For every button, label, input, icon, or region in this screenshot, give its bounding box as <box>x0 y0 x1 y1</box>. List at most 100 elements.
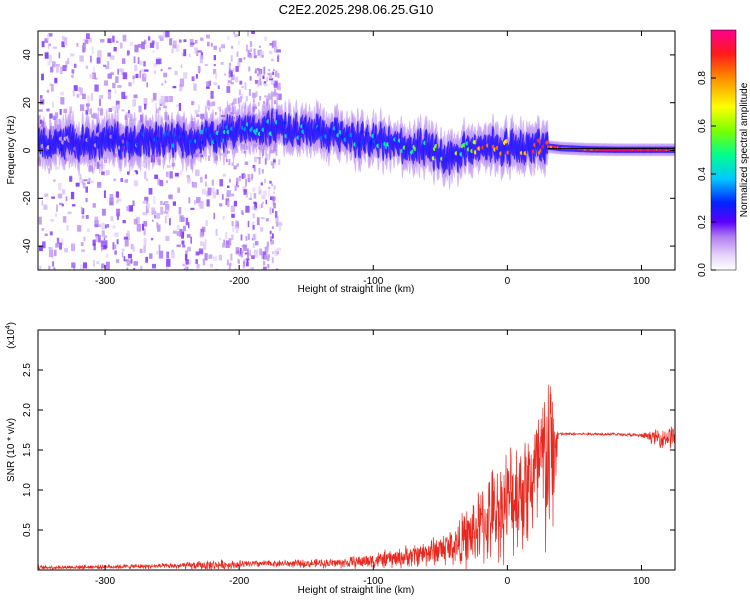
noise-speckle <box>154 174 159 179</box>
noise-speckle <box>219 179 224 187</box>
noise-speckle <box>123 95 128 99</box>
noise-speckle <box>270 161 273 166</box>
noise-speckle <box>62 216 67 223</box>
x-tick-label: -200 <box>229 576 249 587</box>
noise-speckle <box>112 35 115 43</box>
noise-speckle <box>190 158 193 166</box>
noise-speckle <box>157 224 161 232</box>
noise-speckle <box>195 259 198 264</box>
noise-speckle <box>165 171 169 177</box>
noise-speckle <box>187 246 191 252</box>
noise-speckle <box>48 54 52 63</box>
noise-speckle <box>87 181 91 184</box>
noise-speckle <box>170 119 174 123</box>
noise-speckle <box>116 196 119 202</box>
noise-speckle <box>98 235 101 243</box>
noise-speckle <box>41 228 45 231</box>
noise-speckle <box>219 203 223 207</box>
noise-speckle <box>158 244 161 253</box>
noise-speckle <box>136 223 142 232</box>
noise-speckle <box>213 45 217 50</box>
noise-speckle <box>263 81 267 85</box>
noise-speckle <box>230 103 235 106</box>
noise-speckle <box>158 250 164 259</box>
noise-speckle <box>236 148 239 154</box>
noise-speckle <box>234 185 237 191</box>
noise-speckle <box>41 73 44 81</box>
noise-speckle <box>107 91 111 100</box>
noise-speckle <box>242 244 248 251</box>
noise-speckle <box>85 186 88 193</box>
noise-speckle <box>235 221 239 229</box>
noise-speckle <box>228 158 231 166</box>
noise-speckle <box>74 63 77 68</box>
spectrogram-x-ticks: -300 -200 -100 0 100 <box>95 31 650 287</box>
noise-speckle <box>213 55 216 61</box>
noise-speckle <box>193 200 196 205</box>
noise-speckle <box>126 112 131 118</box>
noise-speckle <box>112 153 117 158</box>
noise-speckle <box>231 162 234 166</box>
noise-speckle <box>159 180 164 187</box>
noise-speckle <box>254 105 257 109</box>
noise-speckle <box>121 58 126 64</box>
noise-speckle <box>237 184 240 188</box>
noise-speckle <box>165 235 170 241</box>
noise-speckle <box>44 38 49 43</box>
noise-speckle <box>159 37 164 41</box>
noise-speckle <box>82 93 86 100</box>
noise-speckle <box>233 165 237 170</box>
noise-speckle <box>270 149 275 154</box>
noise-speckle <box>196 114 200 117</box>
y-tick-label: 40 <box>22 49 33 61</box>
noise-speckle <box>142 201 147 204</box>
noise-speckle <box>103 237 106 241</box>
noise-speckle <box>92 239 96 246</box>
y-tick-label: 20 <box>22 97 33 109</box>
noise-speckle <box>174 172 179 177</box>
noise-speckle <box>87 95 90 103</box>
noise-speckle <box>258 146 261 150</box>
noise-speckle <box>190 207 195 210</box>
noise-speckle <box>155 41 159 50</box>
noise-speckle <box>257 83 260 87</box>
noise-speckle <box>181 216 185 222</box>
noise-speckle <box>178 103 182 111</box>
noise-speckle <box>103 64 107 67</box>
noise-speckle <box>145 178 149 182</box>
noise-speckle <box>268 190 271 196</box>
noise-speckle <box>164 80 167 83</box>
noise-speckle <box>194 109 199 114</box>
noise-speckle <box>202 258 206 266</box>
noise-speckle <box>258 157 261 164</box>
noise-speckle <box>228 263 231 270</box>
noise-speckle <box>256 73 260 77</box>
noise-speckle <box>261 195 266 200</box>
noise-speckle <box>150 155 156 163</box>
noise-speckle <box>154 70 156 74</box>
noise-speckle <box>193 83 197 91</box>
noise-speckle <box>192 117 195 121</box>
noise-speckle <box>121 248 125 252</box>
noise-speckle <box>219 106 222 112</box>
noise-speckle <box>245 96 248 102</box>
noise-speckle <box>252 187 256 192</box>
noise-speckle <box>93 259 95 268</box>
noise-speckle <box>143 212 148 216</box>
noise-speckle <box>197 50 202 53</box>
x-tick-label: -300 <box>95 276 115 287</box>
noise-speckle <box>79 173 82 180</box>
noise-speckle <box>59 242 62 250</box>
noise-speckle <box>122 220 126 224</box>
noise-speckle <box>259 248 263 256</box>
noise-speckle <box>162 32 166 38</box>
noise-speckle <box>260 226 264 232</box>
noise-speckle <box>191 181 194 188</box>
noise-speckle <box>110 72 114 75</box>
noise-speckle <box>182 116 185 120</box>
noise-speckle <box>252 98 255 102</box>
noise-speckle <box>133 268 136 270</box>
noise-speckle <box>121 109 125 112</box>
noise-speckle <box>98 224 101 227</box>
noise-speckle <box>228 68 232 73</box>
